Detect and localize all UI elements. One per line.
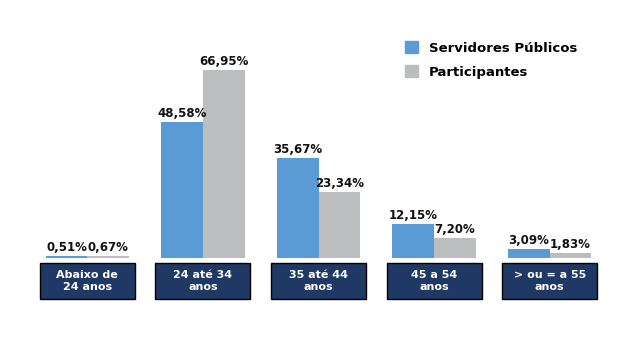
Bar [508,249,550,258]
Bar [87,256,129,258]
Text: 35 até 44
anos: 35 até 44 anos [289,270,348,292]
Text: 35,67%: 35,67% [273,143,322,156]
Text: 12,15%: 12,15% [389,209,438,222]
Text: 0,51%: 0,51% [46,241,87,254]
Bar [46,256,87,258]
Bar [434,238,476,258]
FancyBboxPatch shape [387,263,482,299]
Text: 66,95%: 66,95% [199,56,248,68]
Text: > ou = a 55
anos: > ou = a 55 anos [513,270,586,292]
Legend: Servidores Públicos, Participantes: Servidores Públicos, Participantes [400,36,583,84]
Text: 23,34%: 23,34% [315,177,364,191]
Text: 0,67%: 0,67% [88,241,129,254]
Text: 45 a 54
anos: 45 a 54 anos [411,270,457,292]
Text: 1,83%: 1,83% [550,238,591,251]
Bar [392,224,434,258]
Text: 7,20%: 7,20% [434,222,475,236]
Bar [550,253,591,258]
FancyBboxPatch shape [271,263,366,299]
Text: 24 até 34
anos: 24 até 34 anos [173,270,233,292]
Bar [277,158,318,258]
FancyBboxPatch shape [155,263,250,299]
Bar [161,122,203,258]
Text: 3,09%: 3,09% [508,234,549,247]
FancyBboxPatch shape [503,263,597,299]
Bar [203,71,245,258]
Bar [318,192,360,258]
Text: Abaixo de
24 anos: Abaixo de 24 anos [57,270,118,292]
Text: 48,58%: 48,58% [157,107,207,120]
FancyBboxPatch shape [40,263,134,299]
